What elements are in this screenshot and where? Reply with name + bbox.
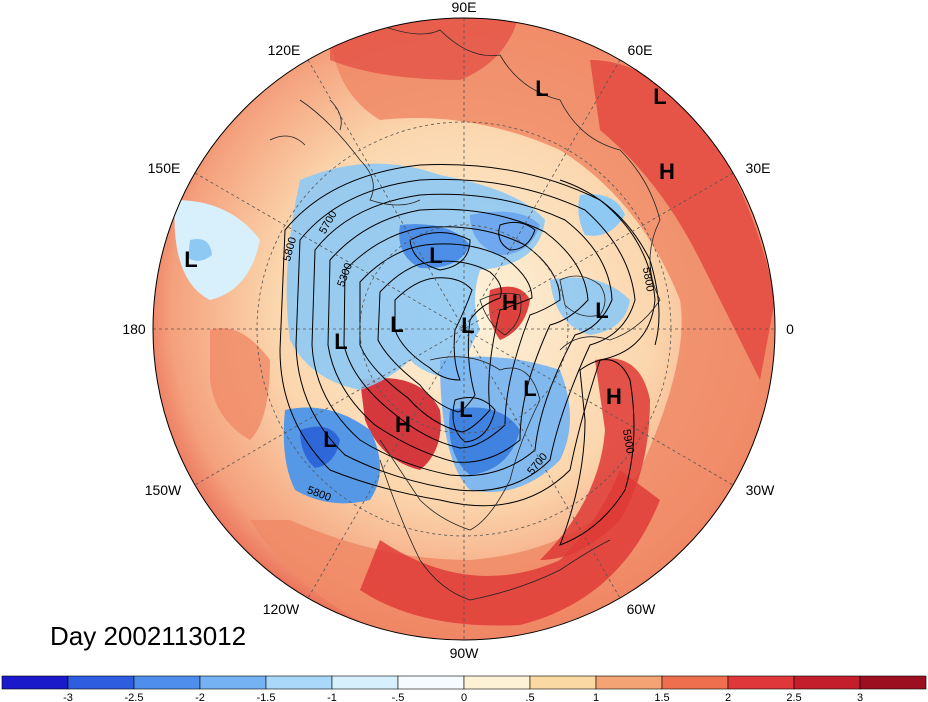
pressure-center-label: L [653, 84, 666, 109]
colorbar-tick-label: .5 [525, 692, 534, 702]
lon-label-180: 180 [122, 321, 146, 337]
day-label: Day 2002113012 [50, 621, 246, 651]
colorbar-tick-label: -3 [63, 692, 73, 702]
pressure-center-label: H [659, 159, 675, 184]
pressure-center-label: L [334, 329, 347, 354]
pressure-center-label: L [461, 313, 474, 338]
pressure-center-label: L [459, 397, 472, 422]
colorbar: -3 -2.5 -2 -1.5 -1 -.5 0 .5 1 1.5 2 2.5 3 [1, 675, 927, 702]
colorbar-segment [595, 675, 663, 690]
lon-label-60w: 60W [627, 601, 657, 617]
colorbar-segment [859, 675, 927, 690]
colorbar-tick-label: 3 [857, 692, 863, 702]
lon-label-120w: 120W [263, 601, 300, 617]
colorbar-tick-label: -1 [327, 692, 337, 702]
lon-label-30e: 30E [746, 160, 771, 176]
pressure-center-label: L [523, 376, 536, 401]
coastlines [269, 24, 661, 601]
colorbar-segment [529, 675, 597, 690]
height-contours [279, 163, 660, 546]
colorbar-segment [331, 675, 399, 690]
map-boundary [152, 17, 776, 641]
colorbar-tick-label: 2 [725, 692, 731, 702]
colorbar-segment [265, 675, 333, 690]
pressure-center-label: L [595, 298, 608, 323]
colorbar-tick-label: -.5 [392, 692, 405, 702]
colorbar-segment [397, 675, 465, 690]
colorbar-tick-label: -2 [195, 692, 205, 702]
pressure-center-label: H [502, 290, 518, 315]
lon-label-30w: 30W [746, 482, 776, 498]
pressure-center-label: L [390, 312, 403, 337]
pressure-centers: L L H L L L L H L L L L L H H [184, 76, 675, 452]
lon-label-60e: 60E [628, 42, 653, 58]
colorbar-segment [67, 675, 135, 690]
longitude-labels: 90E 60E 30E 0 30W 60W 90W 120W 150W 180 … [122, 0, 794, 661]
pressure-center-label: L [184, 247, 197, 272]
pressure-center-label: H [606, 384, 622, 409]
colorbar-segment [199, 675, 267, 690]
colorbar-segment [793, 675, 861, 690]
lon-label-150e: 150E [148, 160, 181, 176]
lon-label-90w: 90W [450, 645, 480, 661]
colorbar-tick-label: -2.5 [125, 692, 144, 702]
pressure-center-label: H [395, 412, 411, 437]
lon-label-0: 0 [786, 321, 794, 337]
colorbar-tick-label: 1 [593, 692, 599, 702]
lon-label-90e: 90E [452, 0, 477, 15]
colorbar-segment [133, 675, 201, 690]
colorbar-segment [661, 675, 729, 690]
lon-label-150w: 150W [145, 482, 182, 498]
contour-label: 5900 [620, 428, 636, 454]
contour-label: 5800 [640, 266, 656, 292]
colorbar-tick-label: 1.5 [654, 692, 669, 702]
colorbar-tick-label: -1.5 [257, 692, 276, 702]
colorbar-segment [1, 675, 69, 690]
graticule [153, 18, 775, 640]
colorbar-tick-label: 0 [461, 692, 467, 702]
pressure-center-label: L [535, 76, 548, 101]
colorbar-segment [727, 675, 795, 690]
colorbar-segment [463, 675, 531, 690]
colorbar-tick-label: 2.5 [786, 692, 801, 702]
pressure-center-label: L [323, 427, 336, 452]
pressure-center-label: L [429, 243, 442, 268]
lon-label-120e: 120E [268, 42, 301, 58]
